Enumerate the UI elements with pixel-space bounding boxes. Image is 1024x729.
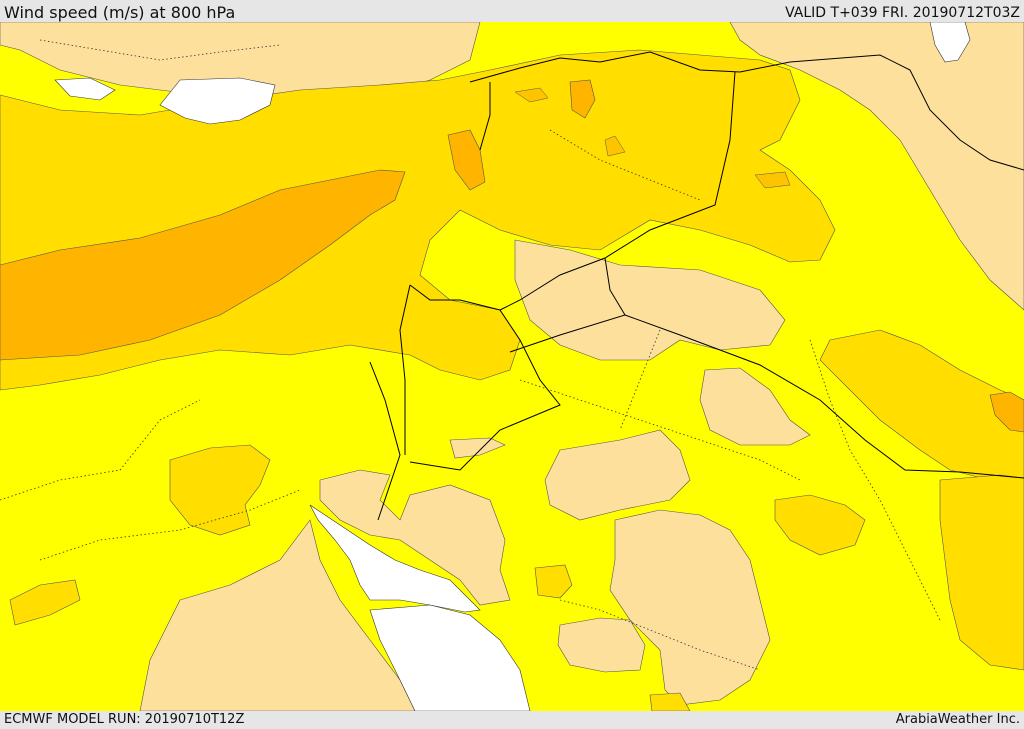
mid-wind-patches [514, 87, 791, 189]
map-title: Wind speed (m/s) at 800 hPa [4, 3, 236, 22]
sea-areas [54, 22, 971, 711]
valid-time: VALID T+039 FRI. 20190712T03Z [785, 5, 1020, 21]
province-borders [0, 39, 941, 671]
header-bar: Wind speed (m/s) at 800 hPa VALID T+039 … [0, 0, 1024, 22]
footer-bar: ECMWF MODEL RUN: 20190710T12Z ArabiaWeat… [0, 711, 1024, 729]
model-run: ECMWF MODEL RUN: 20190710T12Z [4, 712, 245, 727]
wind-speed-map[interactable] [0, 22, 1024, 711]
low-wind-regions [0, 22, 1024, 711]
high-wind-regions [0, 79, 1024, 433]
country-borders [369, 51, 1024, 521]
credit-text: ArabiaWeather Inc. [895, 712, 1020, 727]
